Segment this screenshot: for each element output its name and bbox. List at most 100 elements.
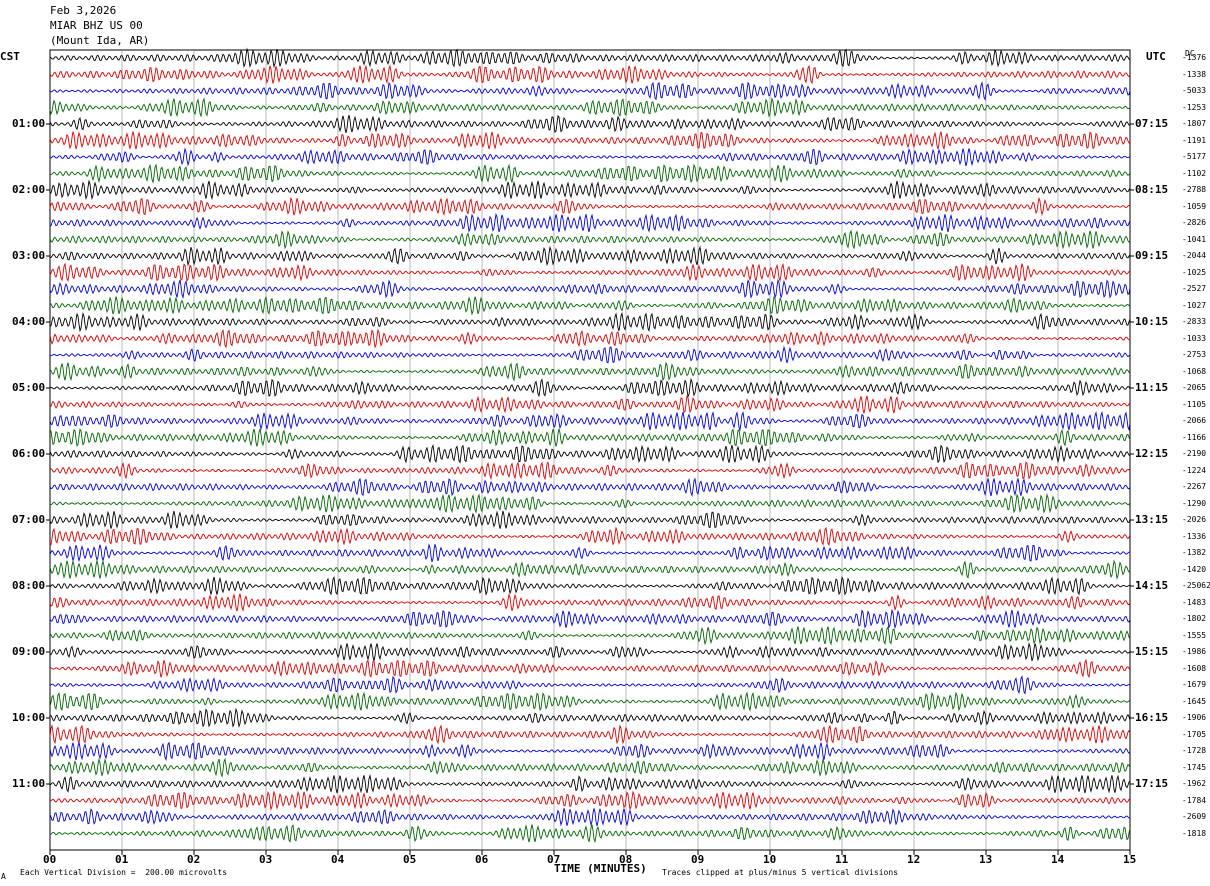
dc-offset-label: -2833 <box>1182 317 1207 326</box>
trace-line <box>49 311 1131 333</box>
dc-offset-label: -1745 <box>1182 762 1207 772</box>
trace-line <box>49 477 1131 498</box>
trace-line <box>49 295 1131 316</box>
trace-line <box>49 395 1131 414</box>
trace-line <box>49 97 1131 118</box>
x-tick-label: 05 <box>403 853 417 866</box>
station-code: MIAR BHZ US 00 <box>50 19 143 32</box>
trace-line <box>49 278 1131 300</box>
dc-offset-label: -1376 <box>1182 53 1207 62</box>
trace-line <box>50 147 1131 167</box>
dc-offset-label: -1645 <box>1182 696 1207 706</box>
left-hour-label: 06:00 <box>12 447 46 460</box>
trace-line <box>49 576 1130 596</box>
corner-mark: A <box>1 872 6 881</box>
x-tick-label: 02 <box>187 853 201 866</box>
trace-line <box>49 47 1131 69</box>
trace-line <box>49 543 1131 563</box>
x-tick-label: 03 <box>259 853 273 866</box>
right-hour-label: 15:15 <box>1135 645 1169 658</box>
x-tick-label: 12 <box>907 853 921 866</box>
x-tick-label: 06 <box>475 853 489 866</box>
dc-offset-label: -1906 <box>1182 713 1207 722</box>
right-hour-label: 16:15 <box>1135 711 1169 724</box>
dc-offset-label: -2527 <box>1182 284 1207 293</box>
dc-offset-label: -1420 <box>1182 564 1207 574</box>
x-tick-label: 08 <box>619 853 633 866</box>
dc-offset-label: -1290 <box>1182 498 1207 508</box>
left-hour-label: 05:00 <box>12 381 46 394</box>
left-hour-label: 02:00 <box>12 183 46 196</box>
trace-line <box>49 361 1131 382</box>
dc-offset-label: -1027 <box>1182 300 1207 310</box>
left-hour-label: 09:00 <box>12 645 46 658</box>
dc-offset-label: -5177 <box>1182 152 1207 161</box>
dc-offset-label: -1705 <box>1182 729 1207 739</box>
dc-offset-label: -1068 <box>1182 366 1207 376</box>
trace-line <box>49 510 1131 529</box>
trace-line <box>49 559 1131 580</box>
left-hour-label: 10:00 <box>12 711 46 724</box>
dc-offset-label: -1025 <box>1182 267 1207 277</box>
dc-offset-label: -1166 <box>1182 432 1207 442</box>
trace-line <box>49 593 1131 612</box>
trace-line <box>49 64 1131 85</box>
dc-offset-label: -1608 <box>1182 663 1207 673</box>
trace-line <box>49 493 1131 514</box>
trace-line <box>49 163 1131 184</box>
plot-date: Feb 3,2026 <box>50 4 117 17</box>
left-hour-label: 11:00 <box>12 777 46 790</box>
dc-offset-label: -2788 <box>1182 185 1207 194</box>
dc-offset-label: -1102 <box>1182 168 1207 178</box>
right-hour-label: 13:15 <box>1135 513 1169 526</box>
x-axis-title: TIME (MINUTES) <box>554 862 647 875</box>
plot-frame <box>49 49 1131 851</box>
right-hour-label: 17:15 <box>1135 777 1169 790</box>
trace-line <box>49 262 1131 283</box>
dc-offset-label: -1483 <box>1182 597 1207 607</box>
x-tick-label: 15 <box>1123 853 1137 866</box>
trace-line <box>49 410 1131 432</box>
station-location: (Mount Ida, AR) <box>50 34 150 47</box>
dc-offset-label: -1382 <box>1182 548 1207 557</box>
trace-line <box>49 428 1131 447</box>
right-axis-title: UTC <box>1146 50 1166 63</box>
dc-offset-label: -2753 <box>1182 350 1207 359</box>
clip-note: Traces clipped at plus/minus 5 vertical … <box>662 868 899 877</box>
trace-line <box>49 675 1131 695</box>
trace-line <box>49 824 1131 844</box>
dc-offset-label: -1784 <box>1182 795 1207 805</box>
trace-line <box>49 773 1131 794</box>
right-hour-label: 07:15 <box>1135 117 1169 130</box>
dc-offset-label: -1986 <box>1182 647 1207 656</box>
dc-offset-label: -1338 <box>1182 69 1207 79</box>
trace-line <box>49 707 1131 729</box>
trace-line <box>49 131 1131 151</box>
dc-offset-label: -1807 <box>1182 119 1207 128</box>
trace-line <box>49 179 1131 201</box>
trace-line <box>49 196 1131 217</box>
dc-offset-label: -1679 <box>1182 680 1207 689</box>
trace-line <box>49 808 1131 827</box>
dc-offset-label: -1033 <box>1182 333 1207 343</box>
trace-line <box>49 625 1131 646</box>
trace-line <box>49 328 1131 349</box>
dc-offset-label: -1059 <box>1182 201 1207 211</box>
left-hour-label: 04:00 <box>12 315 46 328</box>
x-tick-label: 11 <box>835 853 849 866</box>
left-axis-title: CST <box>0 50 20 63</box>
trace-line <box>49 461 1131 481</box>
trace-line <box>50 245 1131 267</box>
trace-line <box>49 81 1131 101</box>
dc-offset-label: -1253 <box>1182 102 1207 112</box>
trace-line <box>49 658 1131 679</box>
right-hour-label: 08:15 <box>1135 183 1169 196</box>
trace-line <box>49 443 1131 464</box>
right-hour-label: 14:15 <box>1135 579 1169 592</box>
trace-line <box>49 526 1131 547</box>
dc-offset-label: -2066 <box>1182 416 1207 425</box>
trace-line <box>49 345 1131 364</box>
right-hour-label: 12:15 <box>1135 447 1169 460</box>
dc-offset-label: -25062 <box>1182 581 1210 590</box>
